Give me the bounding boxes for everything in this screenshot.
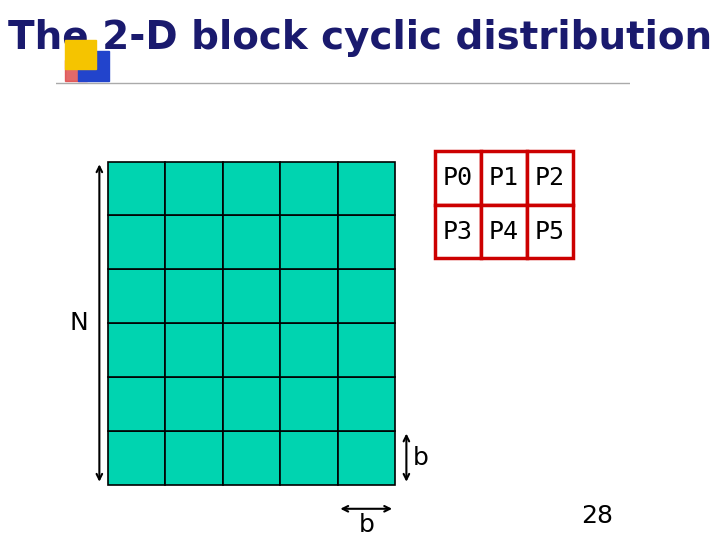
Bar — [280, 215, 338, 269]
Bar — [280, 161, 338, 215]
Bar — [338, 269, 395, 323]
Bar — [222, 215, 280, 269]
Text: P3: P3 — [443, 219, 473, 244]
Bar — [108, 269, 166, 323]
Bar — [481, 151, 527, 205]
Text: b: b — [359, 513, 374, 537]
Bar — [280, 323, 338, 377]
Text: P5: P5 — [535, 219, 565, 244]
Text: b: b — [413, 446, 428, 470]
Bar — [481, 205, 527, 259]
Bar — [166, 161, 222, 215]
Text: P1: P1 — [489, 166, 519, 190]
Text: N: N — [70, 311, 89, 335]
Bar — [222, 431, 280, 484]
Bar — [280, 377, 338, 431]
Bar — [166, 215, 222, 269]
Bar — [338, 161, 395, 215]
Bar — [338, 377, 395, 431]
Bar — [280, 431, 338, 484]
Bar — [166, 323, 222, 377]
Bar — [222, 323, 280, 377]
Bar — [108, 377, 166, 431]
Bar — [435, 205, 481, 259]
Bar — [166, 431, 222, 484]
Bar — [338, 323, 395, 377]
Bar — [338, 215, 395, 269]
Bar — [166, 377, 222, 431]
Bar — [108, 431, 166, 484]
Bar — [527, 205, 573, 259]
Bar — [527, 151, 573, 205]
Bar — [65, 60, 87, 81]
Text: 28: 28 — [581, 504, 613, 528]
Bar — [108, 161, 166, 215]
Text: P2: P2 — [535, 166, 565, 190]
Bar — [78, 51, 109, 81]
Text: P0: P0 — [443, 166, 473, 190]
Bar — [222, 377, 280, 431]
Text: P4: P4 — [489, 219, 519, 244]
Text: The 2-D block cyclic distribution: The 2-D block cyclic distribution — [9, 19, 713, 57]
Bar — [166, 269, 222, 323]
Bar — [222, 269, 280, 323]
Bar — [65, 39, 96, 69]
Bar — [338, 431, 395, 484]
Bar — [108, 215, 166, 269]
Bar — [435, 151, 481, 205]
Bar — [222, 161, 280, 215]
Bar — [108, 323, 166, 377]
Bar — [280, 269, 338, 323]
